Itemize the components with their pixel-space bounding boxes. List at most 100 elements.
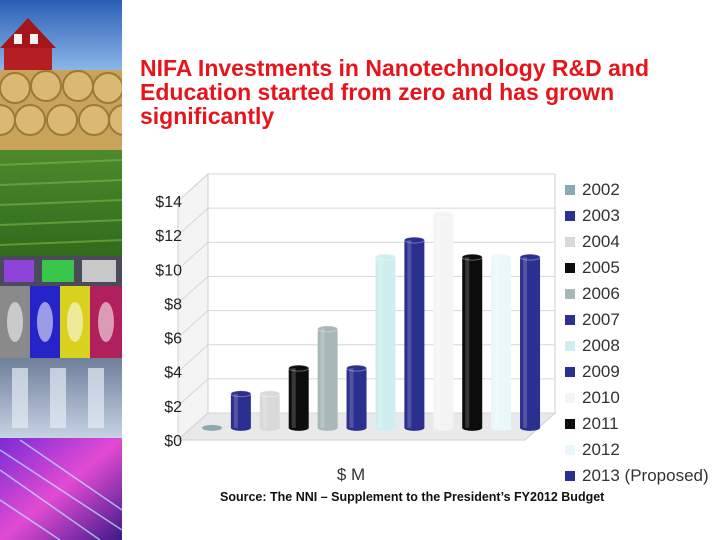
legend-swatch — [565, 185, 575, 195]
bar-2005 — [288, 364, 310, 431]
legend-label: 2005 — [582, 258, 620, 277]
legend-item: 2005 — [565, 255, 620, 281]
bar-cap — [490, 253, 512, 261]
bar-2004 — [259, 390, 281, 431]
legend-label: 2013 (Proposed) — [582, 466, 709, 485]
chart-side-wall — [177, 172, 209, 442]
chart-bars — [201, 210, 541, 431]
bar-2010 — [432, 210, 454, 431]
bar-highlight — [291, 368, 296, 428]
bar-bottom — [346, 424, 367, 431]
bar-2008 — [374, 253, 396, 431]
bar-body — [288, 368, 309, 428]
bar-body — [491, 257, 512, 428]
gridline-side — [177, 241, 209, 270]
bar-cap — [317, 325, 339, 333]
gridline-side — [177, 378, 209, 407]
bar-bottom — [259, 424, 280, 431]
bar-body — [462, 257, 483, 428]
legend-swatch — [565, 341, 575, 351]
legend-label: 2012 — [582, 440, 620, 459]
gridline-side — [177, 412, 209, 441]
legend-label: 2009 — [582, 362, 620, 381]
bar-bottom — [520, 424, 541, 431]
legend-swatch — [565, 419, 575, 429]
bar-bottom — [375, 424, 396, 431]
legend-item: 2009 — [565, 359, 620, 385]
legend-label: 2008 — [582, 336, 620, 355]
bar-highlight — [349, 368, 354, 428]
bar-bottom — [491, 424, 512, 431]
bar-2011 — [461, 253, 483, 431]
bar-base — [201, 424, 222, 431]
bar-bottom — [230, 424, 251, 431]
bar-highlight — [523, 257, 528, 428]
bar-body — [375, 257, 396, 428]
y-tick-label: $2 — [164, 399, 182, 416]
y-tick-label: $8 — [164, 296, 182, 313]
bar-chart: $0 $2 $4 $6 $8 $10 $12 $14 $ M — [155, 172, 557, 484]
bar-2013-proposed- — [519, 253, 541, 431]
legend-item: 2013 (Proposed) — [565, 463, 709, 489]
legend-swatch — [565, 237, 575, 247]
bar-cap — [432, 210, 454, 218]
bar-2003 — [230, 390, 252, 431]
bar-body — [404, 240, 425, 428]
bar-highlight — [465, 257, 470, 428]
legend-item: 2011 — [565, 411, 619, 437]
bar-cap — [374, 253, 396, 261]
gridline-side — [177, 344, 209, 373]
bar-bottom — [404, 424, 425, 431]
legend-label: 2006 — [582, 284, 620, 303]
gridline-side — [177, 310, 209, 338]
legend-item: 2004 — [565, 229, 620, 255]
bar-highlight — [233, 393, 238, 428]
decorative-photo-strip — [0, 0, 122, 540]
y-tick-label: $0 — [164, 433, 182, 450]
legend-item: 2006 — [565, 281, 620, 307]
legend-item: 2003 — [565, 203, 620, 229]
bar-bottom — [433, 424, 454, 431]
source-note: Source: The NNI – Supplement to the Pres… — [220, 490, 605, 504]
legend-label: 2011 — [582, 414, 619, 433]
slide-title: NIFA Investments in Nanotechnology R&D a… — [140, 55, 650, 129]
bar-2009 — [403, 236, 425, 431]
bar-highlight — [378, 257, 383, 428]
y-tick-label: $6 — [164, 331, 182, 348]
bar-body — [520, 257, 541, 428]
bar-cap — [259, 390, 281, 398]
legend-item: 2002 — [565, 177, 620, 203]
legend-label: 2004 — [582, 232, 620, 251]
legend-swatch — [565, 211, 575, 221]
bar-bottom — [462, 424, 483, 431]
y-tick-label: $4 — [164, 365, 182, 382]
bar-cap — [403, 236, 425, 244]
bar-highlight — [436, 214, 441, 428]
legend-item: 2008 — [565, 333, 620, 359]
y-tick-label: $12 — [155, 228, 182, 245]
bar-body — [317, 328, 338, 428]
bar-2006 — [317, 325, 339, 431]
gridline-side — [177, 207, 209, 236]
x-axis-label: $ M — [337, 465, 365, 484]
bar-cap — [230, 390, 252, 398]
legend-label: 2007 — [582, 310, 620, 329]
y-tick-label: $10 — [155, 262, 182, 279]
y-tick-label: $14 — [155, 194, 182, 211]
bar-body — [230, 393, 251, 428]
bar-body — [433, 214, 454, 428]
legend-item: 2012 — [565, 437, 620, 463]
gridline-side — [177, 173, 209, 202]
legend-swatch — [565, 393, 575, 403]
legend-swatch — [565, 263, 575, 273]
bar-2012 — [490, 253, 512, 431]
y-tick-labels: $0 $2 $4 $6 $8 $10 $12 $14 — [155, 194, 182, 450]
legend-swatch — [565, 315, 575, 325]
legend-item: 2010 — [565, 385, 620, 411]
bar-body — [259, 393, 280, 428]
photo-collage — [0, 0, 122, 540]
legend-label: 2002 — [582, 180, 620, 199]
bar-cap — [461, 253, 483, 261]
bar-2007 — [346, 364, 368, 431]
bar-highlight — [407, 240, 412, 428]
